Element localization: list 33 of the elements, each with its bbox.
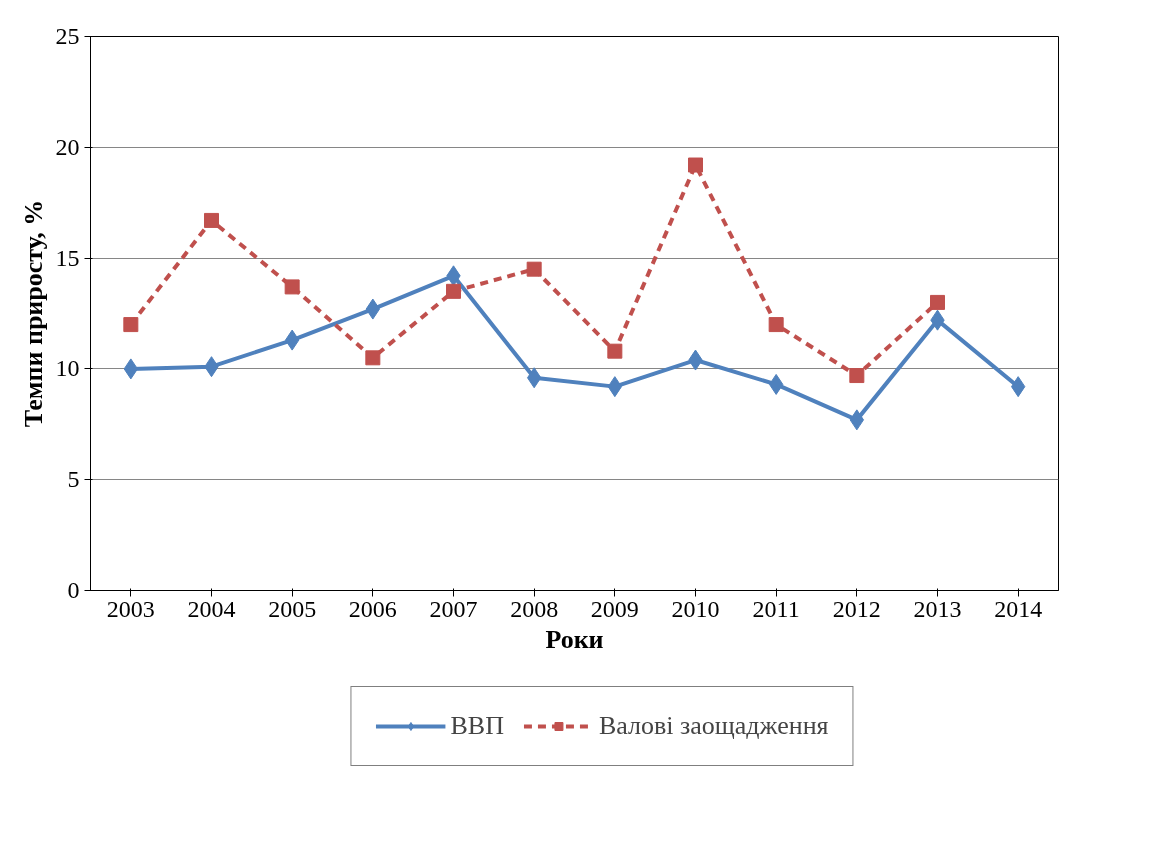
x-tick-label: 2003: [106, 595, 155, 622]
x-tick-label: 2008: [510, 595, 559, 622]
x-tick-label: 2014: [994, 595, 1043, 622]
point: [204, 212, 219, 228]
point: [123, 317, 139, 333]
legend-label: ВВП: [450, 711, 504, 741]
y-tick-label: 0: [67, 577, 80, 603]
y-tick-label: 25: [55, 23, 80, 49]
point: [284, 279, 300, 295]
x-tick-label: 2005: [268, 595, 317, 622]
y-tick-label: 5: [67, 466, 80, 493]
x-tick-label: 2012: [832, 595, 881, 622]
point: [526, 261, 542, 277]
y-axis-title: Темпи приросту, %: [18, 199, 48, 428]
point: [849, 368, 865, 384]
x-tick-label: 2011: [752, 595, 800, 622]
point: [365, 350, 381, 366]
x-tick-label: 2007: [429, 595, 478, 622]
x-tick-label: 2006: [348, 595, 397, 622]
point: [688, 157, 703, 173]
legend-label: Валові заощадження: [598, 711, 829, 741]
point: [446, 283, 461, 299]
point: [607, 343, 623, 359]
y-tick-label: 10: [55, 355, 80, 382]
y-tick-label: 15: [55, 244, 80, 271]
x-tick-label: 2013: [913, 595, 962, 622]
x-axis-title: Роки: [545, 624, 604, 654]
x-tick-label: 2010: [671, 595, 720, 622]
point: [768, 317, 784, 333]
point: [930, 294, 945, 310]
y-tick-label: 20: [55, 133, 80, 160]
x-tick-label: 2004: [187, 595, 236, 622]
x-tick-label: 2009: [590, 595, 639, 622]
